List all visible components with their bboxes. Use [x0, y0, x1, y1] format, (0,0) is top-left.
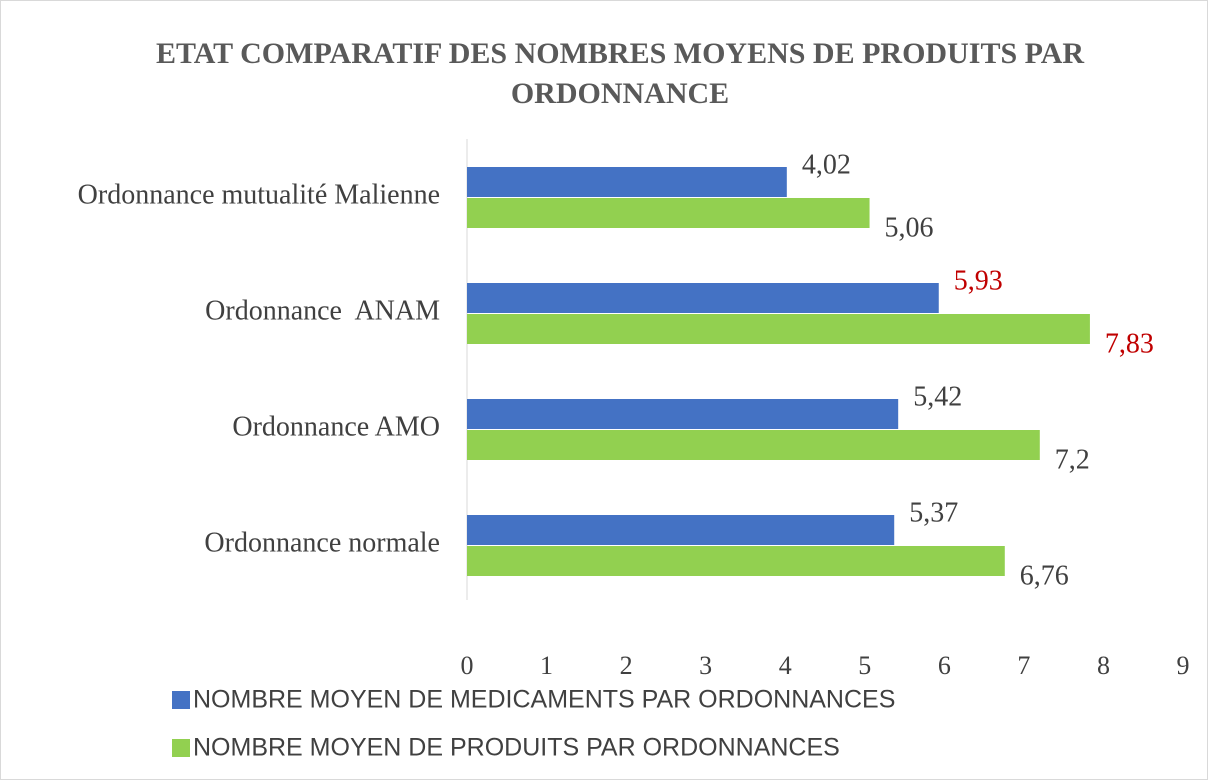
bar: [467, 399, 899, 429]
x-tick-label: 4: [779, 651, 792, 680]
x-tick-label: 2: [620, 651, 633, 680]
value-label: 7,2: [1055, 444, 1090, 475]
bar: [467, 515, 895, 545]
x-tick-label: 3: [699, 651, 712, 680]
value-label: 5,06: [885, 212, 934, 243]
bar: [467, 430, 1040, 460]
value-label: 5,42: [913, 381, 962, 412]
bar: [467, 314, 1090, 344]
value-label: 5,93: [954, 265, 1003, 296]
bar: [467, 198, 870, 228]
legend-label: NOMBRE MOYEN DE MEDICAMENTS PAR ORDONNAN…: [193, 686, 895, 714]
x-tick-label: 8: [1097, 651, 1110, 680]
bar: [467, 546, 1005, 576]
x-tick-label: 9: [1177, 651, 1190, 680]
legend-swatch: [172, 691, 190, 709]
y-tick-label: Ordonnance mutualité Malienne: [78, 179, 440, 210]
y-tick-label: Ordonnance AMO: [232, 411, 440, 442]
x-tick-label: 5: [858, 651, 871, 680]
y-tick-label: Ordonnance normale: [204, 527, 440, 558]
legend-label: NOMBRE MOYEN DE PRODUITS PAR ORDONNANCES: [193, 734, 840, 762]
value-label: 4,02: [802, 149, 851, 180]
legend-swatch: [172, 739, 190, 757]
y-tick-label: Ordonnance ANAM: [205, 295, 440, 326]
value-label: 5,37: [909, 497, 958, 528]
bar: [467, 167, 787, 197]
value-label: 7,83: [1105, 328, 1154, 359]
x-tick-label: 0: [461, 651, 474, 680]
x-tick-label: 1: [540, 651, 553, 680]
x-tick-label: 6: [938, 651, 951, 680]
value-label: 6,76: [1020, 560, 1069, 591]
bar: [467, 283, 939, 313]
x-tick-label: 7: [1017, 651, 1030, 680]
chart-title: ETAT COMPARATIF DES NOMBRES MOYENS DE PR…: [155, 37, 1085, 110]
